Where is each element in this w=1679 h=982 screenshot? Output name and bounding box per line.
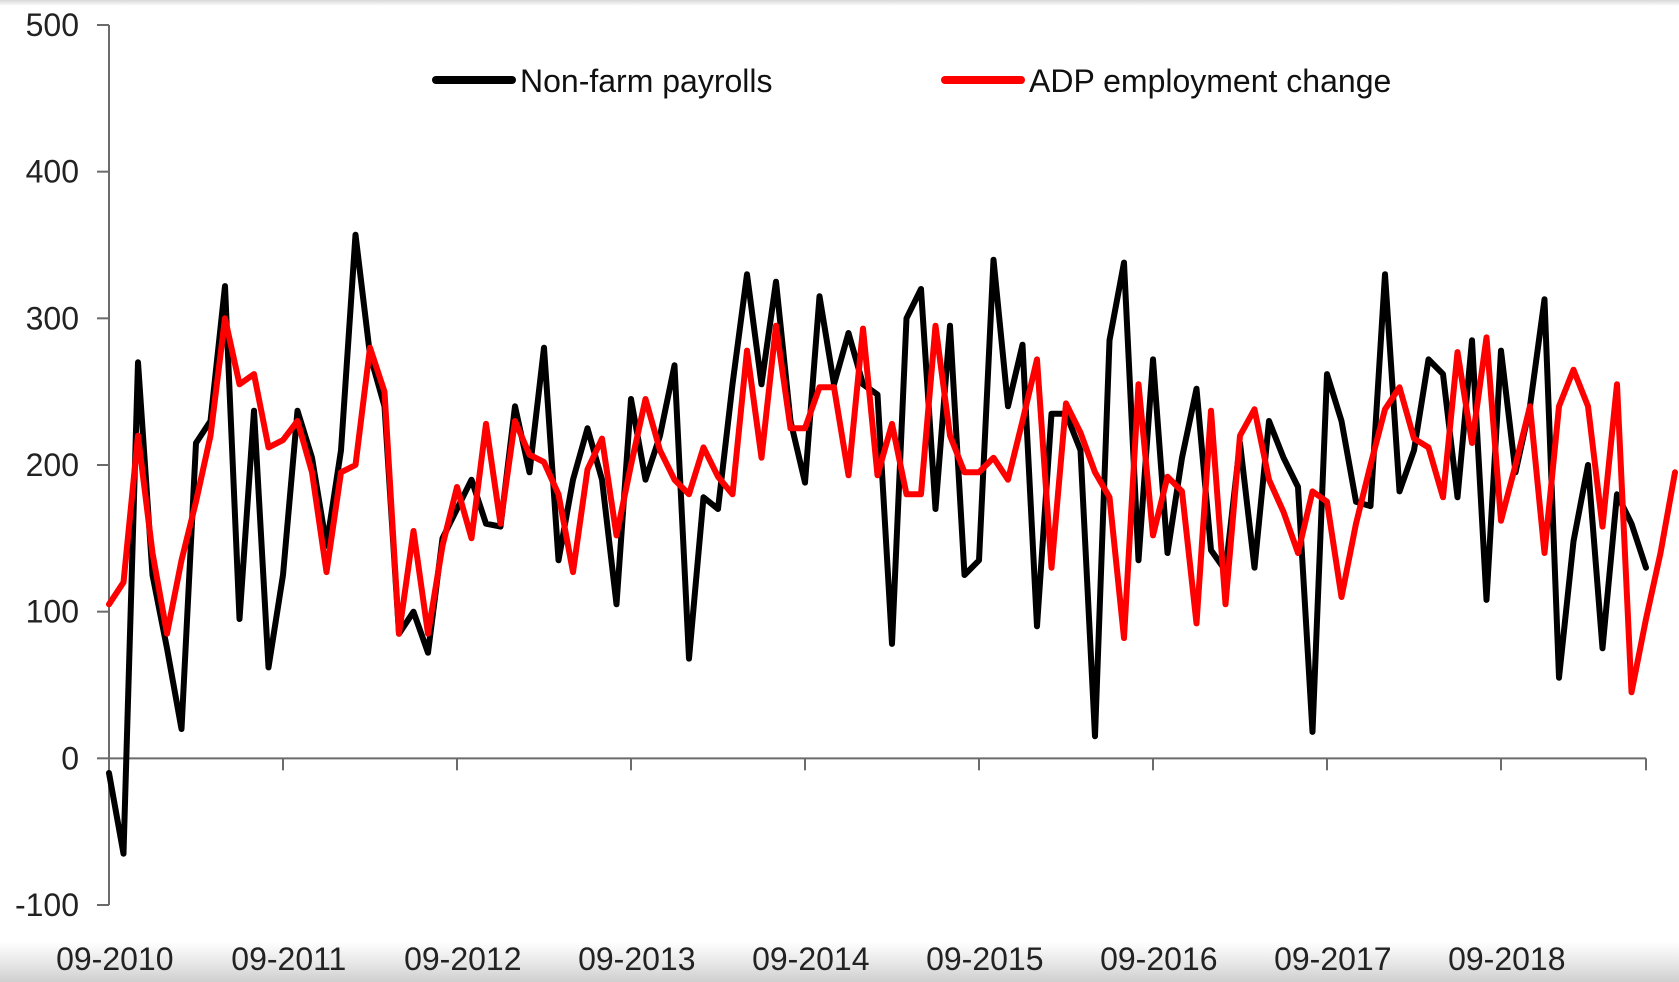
x-tick-label: 09-2011 [231, 941, 346, 977]
y-tick-label: 500 [26, 7, 79, 43]
top-edge-shading [0, 0, 1679, 6]
y-tick-label: 0 [61, 740, 79, 776]
legend-label-nonfarm: Non-farm payrolls [520, 63, 773, 99]
x-tick-label: 09-2018 [1448, 941, 1565, 977]
series-line-adp-employment-change [106, 315, 1678, 696]
x-tick-label: 09-2013 [578, 941, 695, 977]
bottom-edge-shading [0, 942, 1679, 982]
x-tick-label: 09-2015 [926, 941, 1043, 977]
x-tick-label: 09-2017 [1274, 941, 1391, 977]
y-tick-label: 200 [26, 447, 79, 483]
x-tick-label: 09-2014 [752, 941, 869, 977]
x-tick-label: 09-2016 [1100, 941, 1217, 977]
series-layer [106, 231, 1678, 857]
legend: Non-farm payrolls ADP employment change [432, 63, 1391, 99]
x-tick-label: 09-2012 [404, 941, 521, 977]
y-tick-label: -100 [15, 887, 79, 923]
legend-label-adp: ADP employment change [1029, 63, 1391, 99]
y-tick-label: 300 [26, 300, 79, 336]
x-tick-label: 09-2010 [56, 941, 173, 977]
y-axis-ticks: -100 0 100 200 300 400 500 [15, 7, 109, 923]
x-axis-ticks: 09-2010 09-2011 09-2012 09-2013 09-2014 09-20… [56, 758, 1647, 977]
series-line-nonfarm-payrolls [106, 231, 1649, 857]
y-tick-label: 100 [26, 594, 79, 630]
y-tick-label: 400 [26, 154, 79, 190]
